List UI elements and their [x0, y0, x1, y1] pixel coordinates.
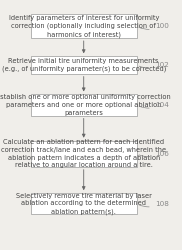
FancyBboxPatch shape	[31, 140, 136, 167]
Text: Retrieve initial tire uniformity measurements
(e.g., of uniformity parameter(s) : Retrieve initial tire uniformity measure…	[1, 58, 166, 72]
Text: Identify parameters of interest for uniformity
correction (optionally including : Identify parameters of interest for unif…	[9, 15, 159, 38]
FancyBboxPatch shape	[31, 14, 136, 38]
Text: 102: 102	[139, 62, 169, 68]
Text: 106: 106	[139, 151, 169, 157]
Text: Establish one or more optional uniformity correction
parameters and one or more : Establish one or more optional uniformit…	[0, 94, 171, 116]
Text: Selectively remove tire material by laser
ablation according to the determined
a: Selectively remove tire material by lase…	[16, 193, 152, 215]
Text: Calculate an ablation pattern for each identified
correction track/lane and each: Calculate an ablation pattern for each i…	[1, 139, 166, 168]
Text: 104: 104	[139, 102, 169, 108]
FancyBboxPatch shape	[31, 193, 136, 214]
FancyBboxPatch shape	[31, 94, 136, 116]
FancyBboxPatch shape	[31, 56, 136, 74]
Text: 100: 100	[139, 23, 169, 30]
Text: 108: 108	[139, 201, 169, 207]
